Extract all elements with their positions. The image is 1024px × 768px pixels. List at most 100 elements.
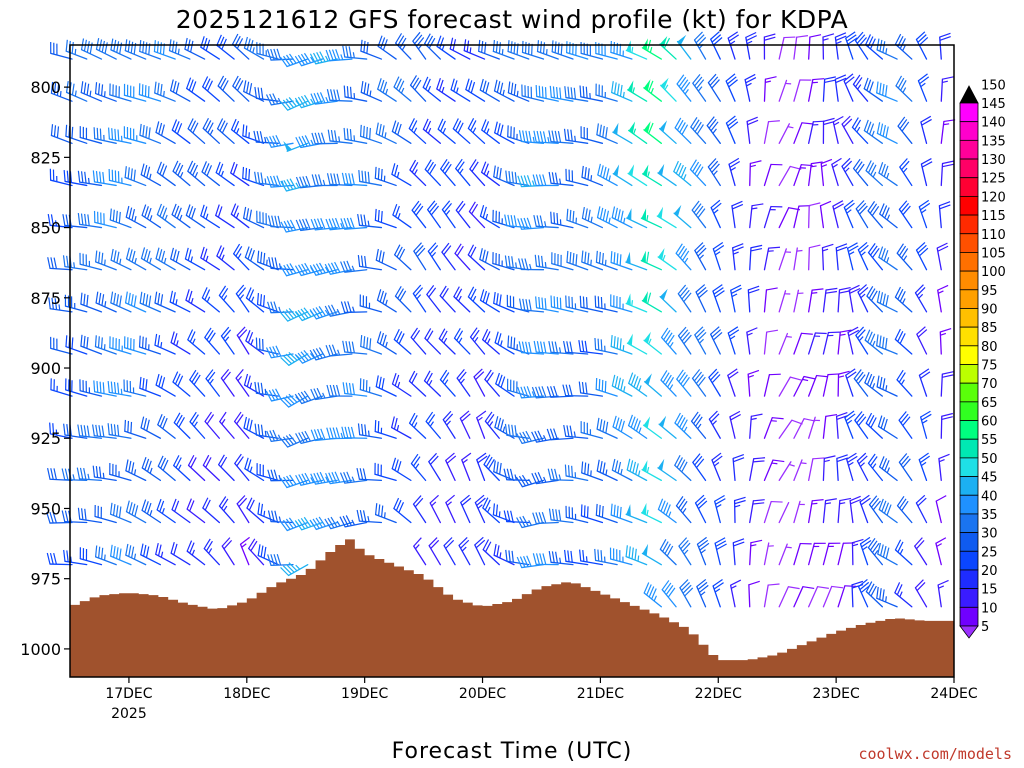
wind-barb-feather xyxy=(312,348,320,360)
wind-barb-flag xyxy=(641,502,647,515)
wind-barb-half-feather xyxy=(149,510,153,516)
wind-barb-feather xyxy=(268,389,276,401)
wind-barb-staff xyxy=(731,205,736,229)
wind-barb-staff xyxy=(841,165,854,187)
wind-barb-staff xyxy=(565,560,589,566)
wind-barb xyxy=(808,244,821,271)
wind-barb xyxy=(763,459,785,482)
wind-barb-feather xyxy=(107,127,110,140)
wind-barb-feather xyxy=(301,135,308,147)
wind-barb-staff xyxy=(847,331,854,355)
wind-barb-half-feather xyxy=(590,259,592,266)
wind-barb-feather xyxy=(286,179,294,190)
wind-barb-feather xyxy=(311,174,316,186)
wind-barb xyxy=(707,158,721,187)
wind-barb-half-feather xyxy=(278,306,282,313)
wind-barb xyxy=(110,544,132,566)
wind-barb-staff xyxy=(859,501,869,524)
wind-barb xyxy=(808,78,825,102)
wind-barb-half-feather xyxy=(637,555,640,562)
wind-barb-feather xyxy=(64,468,69,480)
wind-barb-feather xyxy=(696,578,707,588)
wind-barb xyxy=(377,78,397,102)
wind-barb xyxy=(548,130,574,144)
wind-barb-feather xyxy=(50,81,54,94)
wind-barb xyxy=(429,494,441,524)
wind-barb-feather xyxy=(747,119,759,126)
wind-barb-half-feather xyxy=(623,386,626,392)
wind-barb-feather xyxy=(939,32,951,38)
wind-barb-feather xyxy=(853,158,861,169)
wind-barb-feather xyxy=(260,382,264,395)
wind-barb-half-feather xyxy=(669,384,674,390)
wind-barb xyxy=(256,293,279,313)
wind-barb-staff xyxy=(536,95,559,102)
wind-barb xyxy=(453,328,471,355)
wind-barb-staff xyxy=(744,79,751,102)
wind-barb-feather xyxy=(570,550,573,563)
wind-barb xyxy=(139,376,162,397)
wind-barb-feather xyxy=(520,175,526,187)
wind-barb-feather xyxy=(128,502,133,514)
colorbar-label: 80 xyxy=(981,340,998,355)
wind-barb-feather xyxy=(482,497,489,509)
wind-barb-half-feather xyxy=(903,255,908,261)
wind-barb-staff xyxy=(863,129,883,144)
wind-barb xyxy=(725,115,739,144)
wind-barb-feather xyxy=(243,206,247,219)
wind-barb-staff xyxy=(186,508,206,524)
wind-barb-feather xyxy=(93,127,96,139)
colorbar-label: 60 xyxy=(981,415,998,430)
wind-barb-feather xyxy=(245,330,251,342)
wind-barb-feather xyxy=(710,31,720,40)
wind-barb-feather xyxy=(379,79,385,92)
wind-barb xyxy=(877,542,898,566)
wind-barb xyxy=(609,547,633,566)
wind-barb-feather xyxy=(283,179,291,191)
wind-barb-feather xyxy=(148,127,151,139)
wind-barb-feather xyxy=(694,455,703,466)
wind-barb-feather xyxy=(619,338,622,350)
wind-barb xyxy=(674,117,692,144)
wind-barb-feather xyxy=(369,338,372,350)
wind-barb-staff xyxy=(344,269,368,273)
wind-barb-feather xyxy=(646,251,650,264)
wind-barb-feather xyxy=(898,245,907,256)
wind-barb-feather xyxy=(280,398,290,408)
wind-barb-half-feather xyxy=(848,251,855,256)
wind-barb xyxy=(265,388,294,402)
wind-barb-staff xyxy=(551,51,574,60)
wind-barb-feather xyxy=(289,219,297,231)
wind-barb-staff xyxy=(846,458,854,482)
wind-barb-staff xyxy=(675,505,692,524)
wind-barb-staff xyxy=(204,420,220,439)
wind-barb xyxy=(658,415,677,439)
wind-barb-staff xyxy=(581,217,604,229)
wind-barb-feather xyxy=(836,454,848,459)
wind-barb xyxy=(236,326,250,355)
wind-barb-feather xyxy=(428,37,436,49)
wind-barb-feather xyxy=(511,171,514,184)
wind-barb xyxy=(847,326,860,355)
wind-barb xyxy=(628,372,648,397)
wind-barb-feather xyxy=(835,74,847,80)
wind-barb-half-feather xyxy=(205,255,209,262)
wind-barb-feather xyxy=(127,40,131,52)
wind-barb-feather xyxy=(430,205,440,216)
wind-barb-feather xyxy=(422,76,429,88)
wind-barb-feather xyxy=(144,458,150,470)
wind-barb-half-feather xyxy=(839,502,846,505)
wind-barb-feather xyxy=(725,73,736,82)
wind-barb-feather xyxy=(894,33,902,45)
wind-barb-feather xyxy=(870,497,880,508)
wind-barb-feather xyxy=(876,81,879,93)
wind-barb xyxy=(696,536,710,566)
wind-barb xyxy=(597,163,618,187)
wind-barb-staff xyxy=(676,378,692,397)
wind-barb-staff xyxy=(344,392,368,397)
wind-barb-feather xyxy=(208,332,216,343)
wind-barb-feather xyxy=(297,519,306,530)
wind-barb-feather xyxy=(100,337,103,349)
wind-barb-staff xyxy=(202,507,220,524)
wind-barb xyxy=(479,289,500,313)
